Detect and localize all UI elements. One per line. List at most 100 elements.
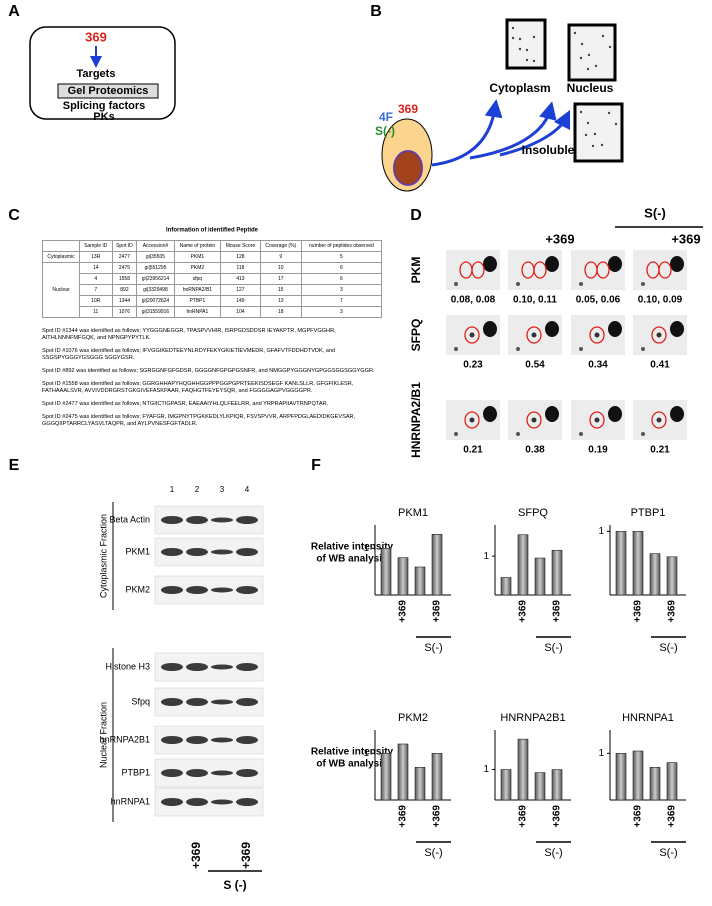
spot	[483, 406, 497, 422]
quant-value: 0.23	[463, 360, 483, 371]
chart-title: HNRNPA1	[622, 712, 674, 724]
spot	[656, 332, 662, 338]
spot	[454, 347, 458, 351]
table-header-cell: number of peptides observed	[300, 240, 383, 252]
band	[236, 698, 258, 706]
table-cell: PKM2	[173, 262, 222, 274]
peptide-note: Spot ID #892 was identified as follows; …	[42, 368, 375, 374]
group-label: S(-)	[424, 642, 442, 654]
spot	[670, 406, 684, 422]
mirna-label: 369	[85, 29, 107, 44]
band	[211, 587, 233, 593]
table-row: 11 1076 gi|31559916 hnRNPA1 104 18 3	[43, 306, 383, 318]
table-cell: 2477	[111, 251, 138, 263]
panel-label: D	[410, 207, 422, 224]
y-axis-label: Relative intensity	[311, 542, 394, 553]
group-label: S(-)	[424, 847, 442, 859]
x-tick-label: +369	[633, 805, 644, 828]
spot	[516, 282, 520, 286]
bar	[414, 767, 426, 801]
x-tick-label: +369	[552, 805, 563, 828]
spot-circle	[526, 326, 542, 344]
arrow	[469, 101, 557, 160]
gel-spot	[525, 48, 529, 52]
gel-spot	[593, 132, 597, 136]
gel-spot	[511, 26, 515, 30]
x-tick-label: +369	[432, 805, 443, 828]
spot-circle	[651, 326, 667, 344]
band	[211, 549, 233, 555]
gel-spot	[614, 122, 618, 126]
table-cell: 9	[259, 251, 302, 263]
spot	[641, 282, 645, 286]
bottom-label: Splicing factors	[63, 100, 146, 112]
blot-label: Beta Actin	[109, 514, 150, 524]
quant-value: 0.10, 0.11	[513, 295, 557, 306]
table-cell: 7	[300, 295, 383, 307]
gel-box	[57, 83, 159, 99]
row-label: HNRNPA2/B1	[409, 382, 423, 458]
band	[186, 548, 208, 556]
gel-spot	[600, 143, 604, 147]
spot	[579, 432, 583, 436]
quant-value: 0.54	[525, 360, 545, 371]
spot-circle	[658, 261, 672, 279]
x-tick-label: +369	[518, 805, 529, 828]
bar	[431, 753, 443, 801]
table-cell: 7	[78, 284, 113, 296]
quant-value: 0.08, 0.08	[451, 295, 496, 306]
table-cell: 1344	[111, 295, 138, 307]
spot	[516, 347, 520, 351]
quant-value: 0.38	[525, 445, 545, 456]
bar	[551, 769, 563, 801]
band	[186, 516, 208, 524]
blot-label: PKM1	[125, 546, 150, 556]
bar	[500, 577, 512, 596]
spot	[483, 321, 497, 337]
gel-spot	[532, 59, 536, 63]
spot	[608, 256, 622, 272]
blot-label: hnRNPA1	[111, 796, 150, 806]
group-label: S(-)	[544, 642, 562, 654]
spot	[545, 256, 559, 272]
gel-spot	[580, 42, 584, 46]
bar	[649, 767, 661, 801]
band	[236, 769, 258, 777]
band	[161, 548, 183, 556]
gel-spot	[579, 56, 583, 60]
table-title: Information of identified Peptide	[166, 228, 259, 234]
spot	[608, 321, 622, 337]
gel-spot	[532, 35, 536, 39]
table-cell: 11	[78, 306, 113, 318]
x-tick-label: +369	[432, 600, 443, 623]
table-cell: 3	[300, 284, 383, 296]
table-cell: gi|23956214	[136, 273, 175, 285]
mirna-label: 369	[398, 102, 418, 116]
arrow	[431, 99, 503, 167]
bar	[666, 556, 678, 596]
group-label: S(-)	[544, 847, 562, 859]
peptide-note: Spot ID #1076 was identified as follows;…	[42, 348, 336, 361]
spot	[641, 432, 645, 436]
gel-spot	[608, 45, 612, 49]
panel-label: B	[370, 3, 382, 20]
treatment-label: 4F	[379, 110, 393, 124]
gel-label: Gel Proteomics	[68, 85, 149, 97]
chart-title: SFPQ	[518, 507, 548, 519]
chart-title: PKM2	[398, 712, 428, 724]
quant-value: 0.19	[588, 445, 608, 456]
table-cell: 6	[300, 273, 383, 285]
bottom-label: PKs	[93, 111, 114, 123]
table-cell: 18	[259, 306, 302, 318]
compartment-label: Nucleus	[567, 81, 614, 95]
bar	[649, 553, 661, 596]
band	[211, 517, 233, 523]
table-cell: 3	[300, 306, 383, 318]
table-cell: 413	[220, 273, 261, 285]
spot-circle	[589, 326, 605, 344]
nucleus	[393, 150, 423, 186]
y-axis-label: Relative intensity	[311, 747, 394, 758]
band	[161, 586, 183, 594]
quant-value: 0.41	[650, 360, 670, 371]
table-cell: 13	[259, 295, 302, 307]
